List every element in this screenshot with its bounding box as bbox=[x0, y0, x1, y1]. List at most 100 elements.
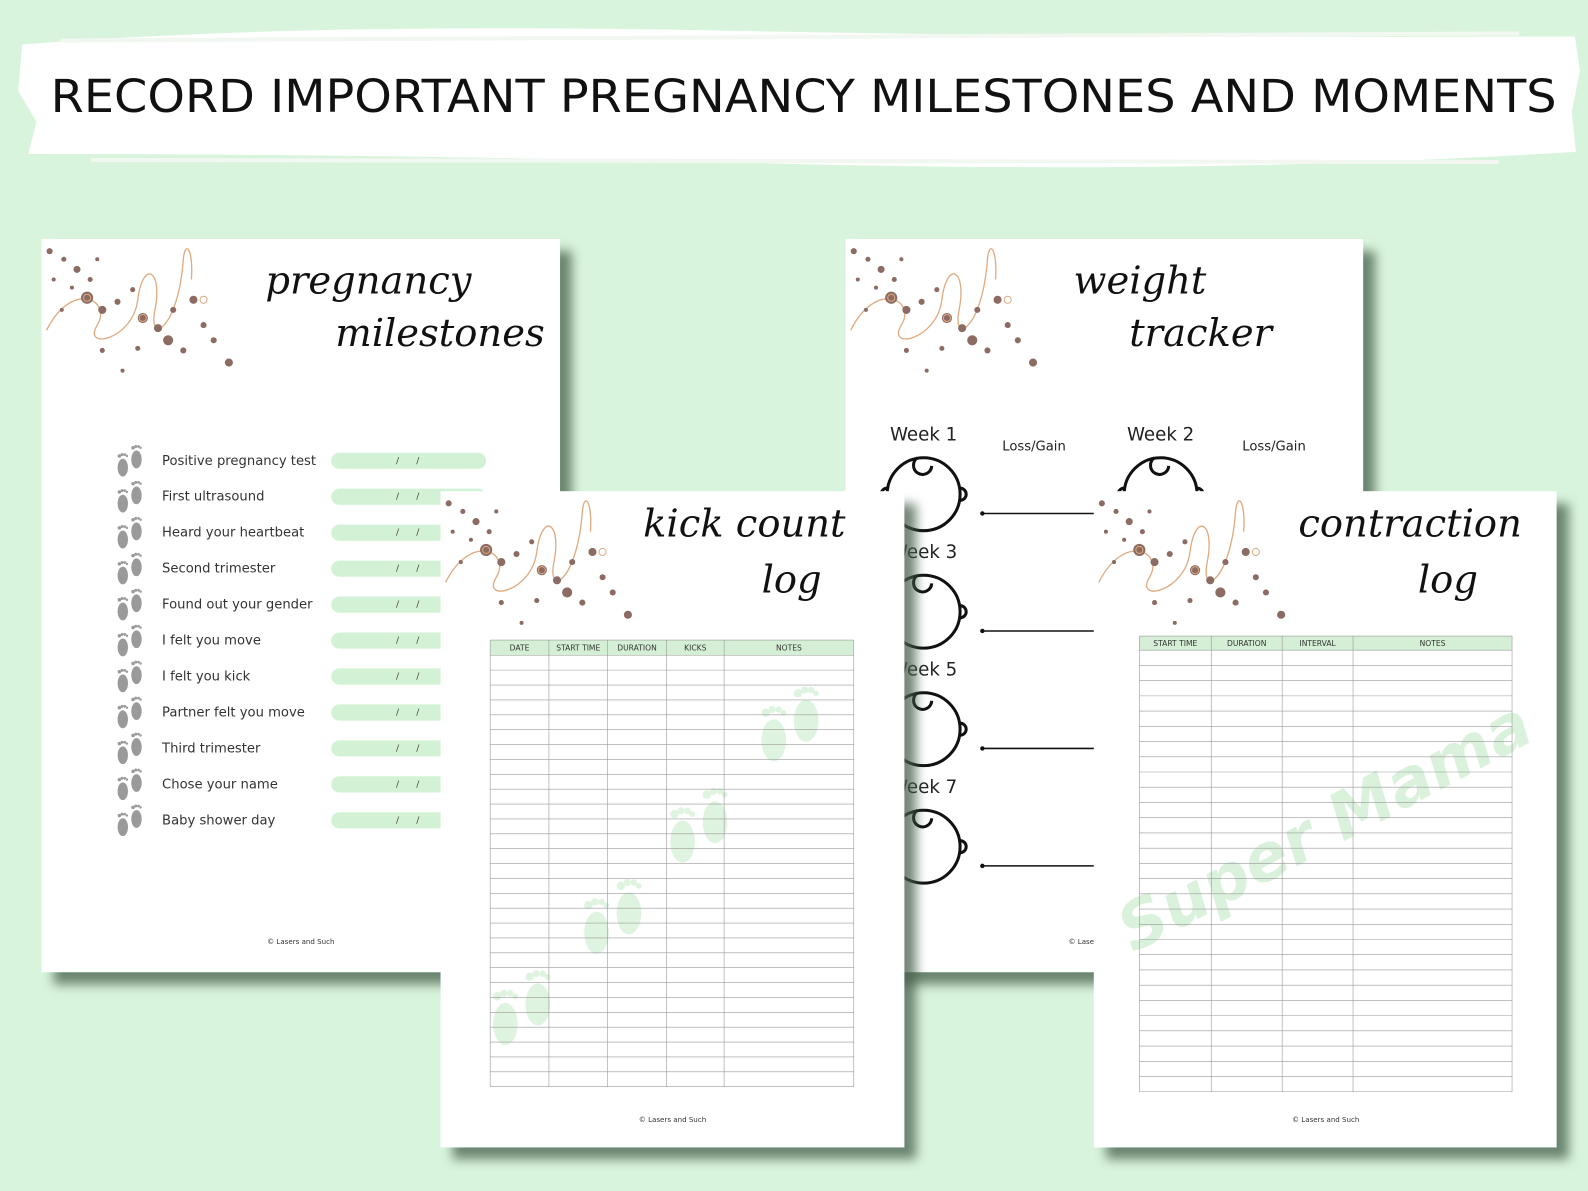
swirl bbox=[45, 248, 193, 340]
decoration-dot bbox=[1277, 610, 1286, 619]
toe bbox=[123, 776, 127, 780]
toe bbox=[123, 597, 127, 600]
toe bbox=[134, 480, 138, 484]
toe bbox=[123, 704, 127, 708]
toe bbox=[591, 898, 599, 906]
date-field bbox=[331, 452, 487, 469]
decoration-dot bbox=[1187, 598, 1193, 604]
date-separator: / bbox=[396, 456, 400, 466]
milestone-label: Chose your name bbox=[162, 777, 278, 792]
decoration-ring bbox=[1251, 547, 1260, 557]
decoration-dot bbox=[73, 265, 81, 273]
toe bbox=[125, 454, 129, 458]
loss-gain-label: Loss/Gain bbox=[1002, 440, 1066, 455]
toe bbox=[125, 490, 129, 494]
decoration-dot bbox=[562, 587, 573, 598]
page-title: tracker bbox=[1129, 311, 1274, 356]
date-separator: / bbox=[416, 708, 420, 718]
page-title: pregnancy bbox=[265, 259, 472, 304]
footer: © Lasers and Such bbox=[639, 1115, 706, 1124]
decoration-dot bbox=[1206, 576, 1215, 585]
toe bbox=[123, 525, 127, 528]
toe bbox=[800, 686, 809, 694]
decoration-dot bbox=[1125, 518, 1133, 526]
footprints-icon bbox=[117, 732, 142, 765]
loss-gain-label: Loss/Gain bbox=[1242, 440, 1306, 455]
connector-end bbox=[980, 511, 985, 516]
toe bbox=[131, 517, 135, 522]
foot bbox=[131, 630, 142, 649]
toe bbox=[139, 734, 142, 737]
decoration-dot bbox=[918, 298, 925, 305]
decoration-ring bbox=[887, 293, 896, 302]
decoration-dot bbox=[599, 574, 606, 581]
toe bbox=[603, 902, 610, 909]
connector-end bbox=[980, 746, 985, 751]
toe bbox=[544, 973, 551, 980]
toe bbox=[117, 777, 122, 782]
decoration-dot bbox=[623, 610, 632, 619]
column-header: KICKS bbox=[684, 644, 706, 653]
decoration-ring bbox=[138, 313, 147, 323]
toe bbox=[137, 696, 140, 700]
toe bbox=[139, 482, 142, 486]
milestone-label: Partner felt you move bbox=[162, 705, 305, 720]
toe bbox=[775, 706, 782, 713]
toe bbox=[139, 698, 142, 701]
foot bbox=[117, 602, 128, 621]
footprints-icon bbox=[117, 696, 142, 729]
decoration-dot bbox=[189, 295, 198, 304]
toe bbox=[120, 596, 124, 600]
toe bbox=[137, 588, 140, 592]
toe bbox=[117, 669, 122, 674]
decoration-dot bbox=[934, 287, 940, 293]
toe bbox=[131, 805, 135, 810]
decoration-dot bbox=[903, 347, 909, 353]
decoration-dot bbox=[967, 335, 978, 346]
decoration-dot bbox=[450, 529, 455, 534]
decoration-dot bbox=[1112, 560, 1117, 565]
banner: RECORD IMPORTANT PREGNANCY MILESTONES AN… bbox=[18, 28, 1580, 168]
toe bbox=[493, 992, 502, 1001]
toe bbox=[137, 552, 140, 556]
toe bbox=[137, 481, 140, 484]
milestone-label: Found out your gender bbox=[162, 598, 313, 613]
toe bbox=[506, 989, 514, 997]
toe bbox=[123, 812, 127, 816]
decoration-dot bbox=[993, 295, 1002, 304]
toe bbox=[139, 806, 142, 809]
decoration-dot bbox=[1241, 547, 1250, 557]
decoration-dot bbox=[81, 291, 94, 304]
toe bbox=[120, 704, 124, 708]
toe bbox=[120, 489, 124, 493]
toe bbox=[137, 804, 140, 808]
foot bbox=[584, 911, 609, 954]
footprints-icon bbox=[117, 444, 142, 477]
toe bbox=[131, 661, 135, 666]
toe bbox=[623, 878, 631, 887]
foot bbox=[131, 774, 142, 792]
corner-decoration bbox=[1098, 500, 1286, 625]
foot bbox=[131, 666, 142, 685]
toe bbox=[125, 778, 129, 781]
toe bbox=[123, 489, 127, 492]
milestone-label: Second trimester bbox=[162, 562, 276, 577]
footprints-icon bbox=[117, 588, 142, 621]
decoration-dot bbox=[98, 305, 107, 314]
toe bbox=[134, 552, 138, 556]
decoration-ring bbox=[537, 566, 546, 575]
corner-decoration bbox=[850, 248, 1038, 373]
toe bbox=[131, 697, 135, 702]
curl bbox=[1149, 456, 1171, 476]
toe bbox=[137, 445, 140, 448]
toe bbox=[120, 453, 124, 457]
decoration-dot bbox=[87, 276, 93, 283]
date-separator: / bbox=[416, 456, 420, 466]
decoration-dot bbox=[468, 537, 473, 542]
column-header: DATE bbox=[510, 644, 530, 653]
foot bbox=[616, 892, 642, 935]
connector-end bbox=[980, 628, 985, 634]
curl bbox=[912, 808, 934, 829]
decoration-dot bbox=[1113, 508, 1119, 514]
toe bbox=[120, 776, 124, 780]
